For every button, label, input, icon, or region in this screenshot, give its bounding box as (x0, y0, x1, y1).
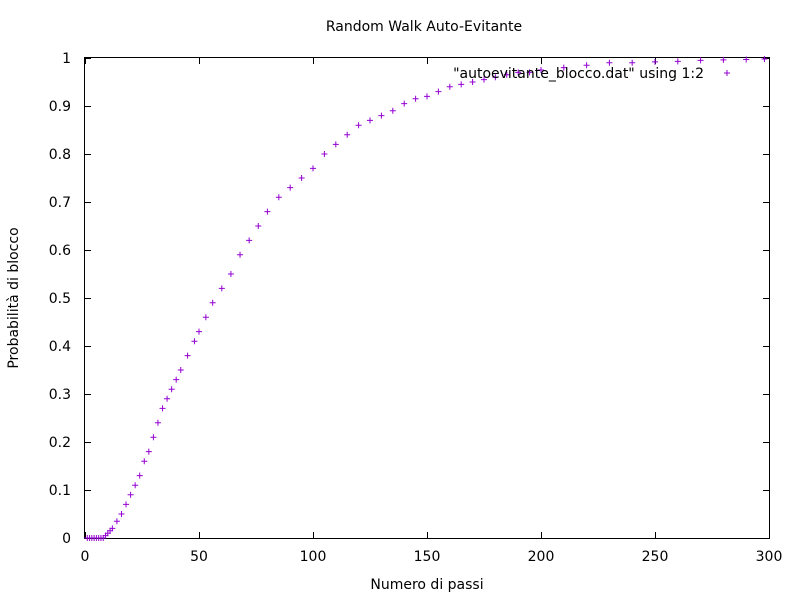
data-point (321, 151, 328, 157)
data-point (481, 76, 487, 83)
data-point (141, 458, 148, 465)
y-tick-label: 0.4 (49, 339, 71, 355)
data-point (435, 88, 442, 95)
data-point (310, 165, 316, 172)
data-point (173, 376, 180, 383)
y-tick-label: 0.8 (49, 147, 71, 163)
x-axis-label: Numero di passi (370, 577, 483, 593)
data-point (674, 58, 681, 65)
chart-title: Random Walk Auto-Evitante (326, 19, 522, 35)
data-point (113, 518, 120, 525)
data-point (264, 208, 271, 215)
data-point (344, 131, 351, 138)
data-point (697, 57, 704, 64)
x-tick-label: 300 (756, 549, 783, 565)
y-tick-label: 0.2 (49, 435, 71, 451)
data-point (503, 71, 510, 78)
data-point (177, 367, 184, 373)
legend: "autoevitante_blocco.dat" using 1:2 (453, 66, 730, 82)
y-tick-label: 0.1 (49, 483, 71, 499)
data-point (145, 448, 152, 455)
data-point (118, 511, 125, 517)
x-tick-label: 100 (300, 549, 327, 565)
data-point (538, 67, 544, 73)
data-point (720, 56, 727, 63)
x-tick-label: 0 (81, 549, 90, 565)
legend-marker (724, 70, 730, 76)
x-tick-label: 50 (190, 549, 208, 565)
y-tick-label: 0.3 (49, 387, 71, 403)
data-point (583, 62, 590, 69)
data-point (526, 69, 533, 76)
y-tick-label: 0 (62, 531, 71, 547)
data-point (743, 56, 750, 63)
x-tick-label: 200 (528, 549, 555, 565)
data-point (168, 386, 175, 393)
data-point (127, 491, 134, 498)
y-tick-label: 0.7 (49, 195, 71, 211)
data-point (492, 74, 499, 81)
data-point (761, 55, 768, 62)
data-point (389, 107, 396, 114)
data-point (412, 95, 419, 102)
data-point (191, 338, 198, 345)
data-point (332, 141, 339, 148)
data-point (560, 64, 567, 71)
legend-marker-plus (724, 70, 730, 76)
y-axis-label: Probabilità di blocco (6, 227, 22, 368)
data-series (84, 55, 768, 541)
data-point (218, 285, 225, 292)
data-point (424, 93, 430, 100)
data-point (154, 419, 161, 426)
data-point (136, 472, 143, 479)
y-tick-label: 0.6 (49, 243, 71, 259)
data-point (209, 299, 216, 306)
y-tick-label: 0.9 (49, 99, 71, 115)
data-point (629, 59, 636, 66)
data-point (469, 79, 476, 85)
data-point (184, 352, 191, 359)
data-point (227, 271, 234, 277)
data-point (355, 122, 362, 129)
x-axis: 0 50 100 150 200 250 300 (81, 58, 783, 565)
data-point (237, 251, 244, 258)
data-point (298, 175, 305, 181)
data-point (246, 237, 253, 244)
data-point (164, 395, 171, 402)
data-point (196, 328, 202, 335)
y-axis: 0 0.1 0.2 0.3 0.4 0.5 0.6 0.7 0.8 0.9 1 (49, 51, 769, 547)
legend-label: "autoevitante_blocco.dat" using 1:2 (453, 66, 704, 82)
data-point (287, 184, 294, 191)
data-point (446, 83, 453, 90)
data-point (109, 525, 116, 532)
data-point (159, 405, 166, 412)
data-point (150, 434, 157, 441)
y-tick-label: 0.5 (49, 291, 71, 307)
data-point (132, 482, 139, 489)
data-point (202, 314, 209, 321)
x-tick-label: 250 (642, 549, 669, 565)
data-point (606, 59, 613, 66)
data-point (123, 501, 130, 508)
plot-frame (84, 57, 770, 539)
data-point (255, 223, 262, 229)
data-point (367, 117, 373, 124)
x-tick-label: 150 (414, 549, 441, 565)
data-point (275, 194, 282, 201)
data-point (515, 69, 522, 76)
data-point (458, 81, 465, 88)
data-point (652, 58, 658, 65)
data-point (378, 112, 385, 119)
y-tick-label: 1 (62, 51, 71, 67)
data-point (401, 100, 408, 107)
